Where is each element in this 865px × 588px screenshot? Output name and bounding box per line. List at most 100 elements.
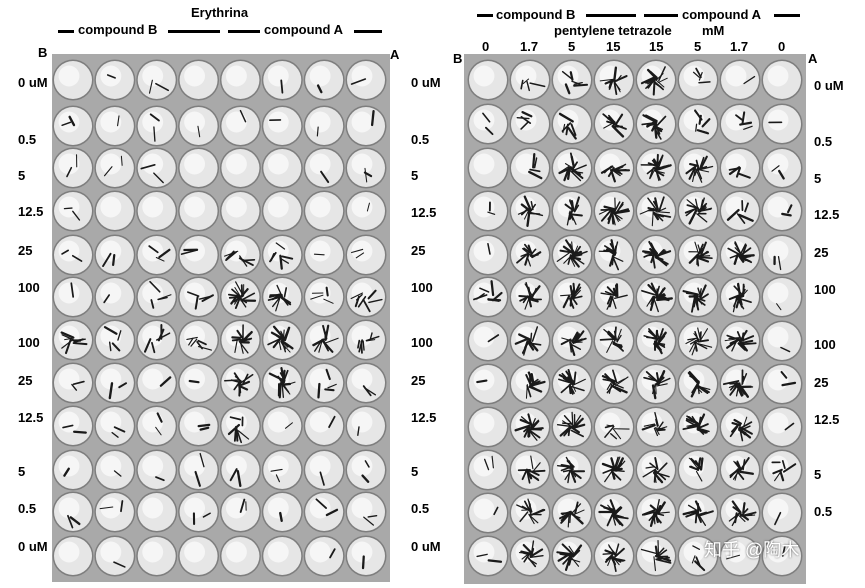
right-plate-well [551, 190, 593, 232]
right-corner-a: A [808, 51, 818, 66]
left-plate-well [136, 362, 178, 404]
right-compound-a-label: compound A [682, 7, 761, 22]
left-plate-well [261, 535, 303, 577]
left-plate-well [261, 234, 303, 276]
left-plate-well [178, 234, 220, 276]
right-plate-well [509, 406, 551, 448]
left-plate-well [178, 535, 220, 577]
left-plate-well [94, 59, 136, 101]
left-plate-well [303, 147, 345, 189]
left-plate-well [52, 535, 94, 577]
left-plate-well [219, 319, 261, 361]
left-row-label-right-1: 0.5 [411, 132, 430, 147]
right-plate-well [761, 190, 803, 232]
left-plate-well [303, 276, 345, 318]
left-plate-well [345, 405, 387, 447]
left-compound-b-rule-right [168, 30, 220, 33]
left-plate-well [52, 449, 94, 491]
right-plate-well [677, 363, 719, 405]
left-row-label-10: 0.5 [18, 501, 37, 516]
right-plate-well [467, 147, 509, 189]
left-row-label-right-11: 0 uM [411, 539, 441, 554]
right-compound-b-label: compound B [496, 7, 576, 22]
right-plate-well [677, 535, 719, 577]
left-plate-well [52, 276, 94, 318]
left-row-label-right-3: 12.5 [411, 205, 437, 220]
left-plate-well [261, 190, 303, 232]
right-plate-well [593, 276, 635, 318]
left-row-label-5: 100 [18, 280, 40, 295]
left-plate-well [178, 276, 220, 318]
left-row-label-4: 25 [18, 243, 33, 258]
left-plate-well [178, 449, 220, 491]
left-plate-well [303, 105, 345, 147]
right-plate-well [593, 320, 635, 362]
left-row-label-right-5: 100 [411, 280, 433, 295]
left-row-label-9: 5 [18, 464, 26, 479]
left-row-label-right-10: 0.5 [411, 501, 430, 516]
right-plate-well [467, 276, 509, 318]
left-row-label-7: 25 [18, 373, 33, 388]
left-compound-b-label: compound B [78, 22, 158, 37]
left-plate-well [94, 147, 136, 189]
right-plate-well [635, 276, 677, 318]
left-corner-a: A [390, 47, 400, 62]
left-plate-well [52, 234, 94, 276]
left-plate-well [345, 234, 387, 276]
ptz-col-0: 0 [482, 39, 490, 54]
left-plate-well [345, 535, 387, 577]
right-plate-well [761, 234, 803, 276]
right-row-label-6: 100 [814, 337, 836, 352]
right-plate-well [635, 234, 677, 276]
left-plate-well [303, 535, 345, 577]
right-row-label-1: 0.5 [814, 134, 833, 149]
left-plate-well [219, 449, 261, 491]
right-plate-well [635, 449, 677, 491]
right-plate-well [551, 406, 593, 448]
left-plate-well [219, 362, 261, 404]
right-plate-well [761, 320, 803, 362]
right-plate-well [761, 449, 803, 491]
right-plate-well [467, 535, 509, 577]
left-plate-well [261, 405, 303, 447]
left-row-label-right-2: 5 [411, 168, 419, 183]
left-plate-well [345, 190, 387, 232]
left-plate-well [345, 147, 387, 189]
left-plate-well [303, 190, 345, 232]
left-plate-well [219, 491, 261, 533]
right-plate-well [467, 406, 509, 448]
right-plate-well [719, 406, 761, 448]
left-plate-well [52, 190, 94, 232]
right-plate-well [635, 103, 677, 145]
right-row-label-10: 0.5 [814, 504, 833, 519]
right-plate-well [467, 320, 509, 362]
right-plate-well [593, 190, 635, 232]
right-plate-well [509, 492, 551, 534]
left-plate-well [261, 491, 303, 533]
right-plate-well [551, 535, 593, 577]
right-compound-a-rule-left [644, 14, 678, 17]
left-row-label-right-4: 25 [411, 243, 426, 258]
right-plate-well [677, 147, 719, 189]
right-plate-well [761, 406, 803, 448]
left-compound-a-label: compound A [264, 22, 343, 37]
left-row-label-right-6: 100 [411, 335, 433, 350]
right-plate-well [551, 147, 593, 189]
right-row-label-3: 12.5 [814, 207, 840, 222]
left-plate-well [345, 449, 387, 491]
right-plate-well [677, 492, 719, 534]
right-plate-well [593, 147, 635, 189]
left-plate-well [219, 190, 261, 232]
left-plate-well [219, 276, 261, 318]
left-plate-well [219, 405, 261, 447]
left-row-label-11: 0 uM [18, 539, 48, 554]
right-plate-well [635, 320, 677, 362]
right-plate-well [509, 535, 551, 577]
left-plate-well [52, 491, 94, 533]
right-plate-well [677, 276, 719, 318]
right-plate-well [677, 406, 719, 448]
left-plate-well [52, 59, 94, 101]
right-plate-well [551, 276, 593, 318]
right-plate-well [467, 492, 509, 534]
right-plate-well [719, 449, 761, 491]
